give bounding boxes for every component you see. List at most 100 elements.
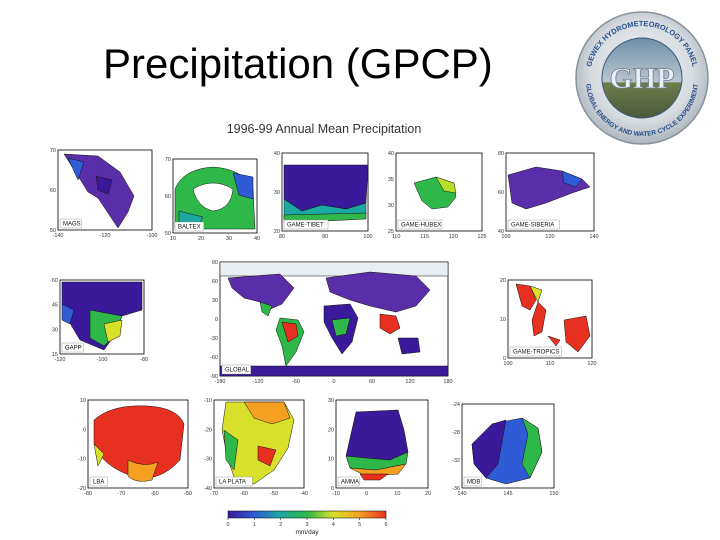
y-tick-label: -36: [452, 486, 460, 492]
colorbar-scale: [227, 510, 387, 519]
y-tick-label: -10: [204, 398, 212, 404]
x-tick-label: -60: [151, 491, 159, 497]
colorbar: 0 1 2 3 4 5 6: [222, 510, 392, 530]
x-tick-label: -120: [99, 233, 110, 239]
x-tick-label: 100: [363, 234, 372, 240]
x-tick-label: 115: [420, 234, 429, 240]
y-tick-label: -60: [210, 355, 218, 361]
ghp-logo: GHP GEWEX HYDROMETEOROLOGY PANEL GLOBAL …: [572, 8, 712, 148]
panel-game-tibet: 40 30 20 80 90 100 GAME-TIBET: [264, 149, 374, 245]
precip-region: [561, 170, 583, 188]
x-tick-label: 100: [501, 234, 510, 240]
x-tick-label: -100: [146, 233, 157, 239]
panel-amma: 30 20 10 0 -10 0 10 20 AMMA: [316, 396, 432, 502]
x-tick-label: -140: [52, 233, 63, 239]
x-tick-label: 0: [365, 491, 368, 497]
precip-region: [563, 315, 591, 353]
region-label: LA PLATA: [219, 480, 246, 486]
x-tick-label: -50: [270, 491, 278, 497]
region-label: GAME-HUBEX: [401, 223, 441, 229]
x-tick-label: -50: [184, 491, 192, 497]
precip-region: [127, 459, 159, 482]
x-tick-label: -10: [332, 491, 340, 497]
y-tick-label: 0: [215, 317, 218, 323]
y-tick-label: 30: [388, 203, 394, 209]
y-tick-label: 70: [165, 157, 171, 163]
precip-region: [345, 409, 409, 461]
y-tick-label: 0: [83, 427, 86, 433]
precip-region: [93, 443, 105, 467]
precip-region: [63, 153, 135, 229]
precip-region: [259, 301, 273, 317]
precip-region: [531, 301, 547, 337]
x-tick-label: 30: [226, 236, 232, 242]
precip-region: [379, 313, 401, 335]
y-tick-label: 15: [52, 352, 58, 358]
panel-mdb: -24 -28 -32 -36 140 145 150 MDB: [440, 400, 560, 502]
x-tick-label: -180: [214, 379, 225, 385]
precip-region: [257, 445, 277, 467]
x-tick-label: -100: [96, 357, 107, 363]
precip-region: [67, 157, 85, 181]
precip-region: [359, 473, 389, 481]
precip-region: [283, 164, 369, 212]
x-tick-label: 110: [392, 234, 401, 240]
y-tick-label: 60: [165, 194, 171, 200]
precip-region: [397, 337, 421, 355]
x-tick-label: -80: [84, 491, 92, 497]
x-tick-label: -120: [54, 357, 65, 363]
region-label: MAGS: [63, 222, 81, 228]
x-tick-label: 180: [443, 379, 452, 385]
y-tick-label: 40: [388, 151, 394, 157]
panel-gapp: 60 45 30 15 -120 -100 -80 GAPP: [40, 276, 148, 371]
precip-region: [223, 429, 239, 471]
y-tick-label: 80: [498, 151, 504, 157]
y-tick-label: 40: [274, 151, 280, 157]
x-tick-label: 120: [587, 361, 596, 367]
x-tick-label: -40: [300, 491, 308, 497]
y-tick-label: 60: [52, 278, 58, 284]
panel-global: 90 60 30 0 -30 -60 -90 -180 -120 -60 0 60 120 180 GLOB…: [198, 258, 454, 388]
x-tick-label: 140: [589, 234, 598, 240]
region-label: GAME-SIBERIA: [511, 223, 554, 229]
y-tick-label: 30: [212, 298, 218, 304]
x-tick-label: 120: [405, 379, 414, 385]
y-tick-label: 30: [328, 398, 334, 404]
y-tick-label: 60: [498, 190, 504, 196]
region-label: LBA: [93, 480, 104, 486]
x-tick-label: 20: [198, 236, 204, 242]
x-tick-label: -60: [240, 491, 248, 497]
colorbar-tick-label: 1: [253, 522, 256, 528]
x-tick-label: 20: [425, 491, 431, 497]
y-tick-label: 20: [274, 229, 280, 235]
x-tick-label: 120: [449, 234, 458, 240]
precip-region: [331, 317, 351, 337]
precip-region: [435, 176, 457, 194]
y-tick-label: 60: [50, 188, 56, 194]
y-tick-label: 20: [328, 427, 334, 433]
region-label: GAPP: [65, 346, 82, 352]
precip-region: [325, 271, 431, 313]
x-tick-label: -70: [210, 491, 218, 497]
panel-game-hubex: 40 35 30 25 110 115 120 125 GAME-HUBEX: [378, 149, 488, 245]
y-tick-label: -28: [452, 430, 460, 436]
region-label: MDB: [467, 480, 480, 486]
x-tick-label: 140: [457, 491, 466, 497]
precip-region: [61, 303, 75, 325]
precip-region: [103, 319, 123, 343]
x-tick-label: 90: [322, 234, 328, 240]
precip-region: [219, 365, 449, 377]
y-tick-label: 10: [500, 317, 506, 323]
panel-baltex: 70 60 50 10 20 30 40 BALTEX: [155, 155, 260, 250]
colorbar-tick-label: 0: [226, 522, 229, 528]
y-tick-label: -40: [204, 486, 212, 492]
y-tick-label: 35: [388, 177, 394, 183]
region-label: GLOBAL: [225, 368, 250, 374]
x-tick-label: 40: [254, 236, 260, 242]
x-tick-label: 110: [546, 361, 555, 367]
region-label: BALTEX: [178, 225, 201, 231]
x-tick-label: -120: [252, 379, 263, 385]
panel-lba: 10 0 -10 -20 -80 -70 -60 -50 LBA: [72, 396, 192, 502]
y-tick-label: -24: [452, 402, 460, 408]
x-tick-label: -80: [140, 357, 148, 363]
